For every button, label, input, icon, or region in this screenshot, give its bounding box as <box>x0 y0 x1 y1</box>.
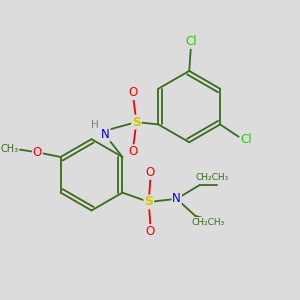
Text: S: S <box>144 195 153 208</box>
Text: O: O <box>146 166 155 179</box>
Text: O: O <box>129 145 138 158</box>
Text: N: N <box>101 128 110 141</box>
Text: O: O <box>146 225 155 238</box>
Text: S: S <box>132 116 141 129</box>
Text: N: N <box>172 192 181 205</box>
Text: CH₂CH₃: CH₂CH₃ <box>191 218 224 226</box>
Text: Cl: Cl <box>241 134 252 146</box>
Text: H: H <box>91 120 98 130</box>
Text: CH₂CH₃: CH₂CH₃ <box>196 172 229 182</box>
Text: CH₃: CH₃ <box>0 144 19 154</box>
Text: O: O <box>33 146 42 159</box>
Text: O: O <box>129 86 138 99</box>
Text: Cl: Cl <box>185 35 196 48</box>
